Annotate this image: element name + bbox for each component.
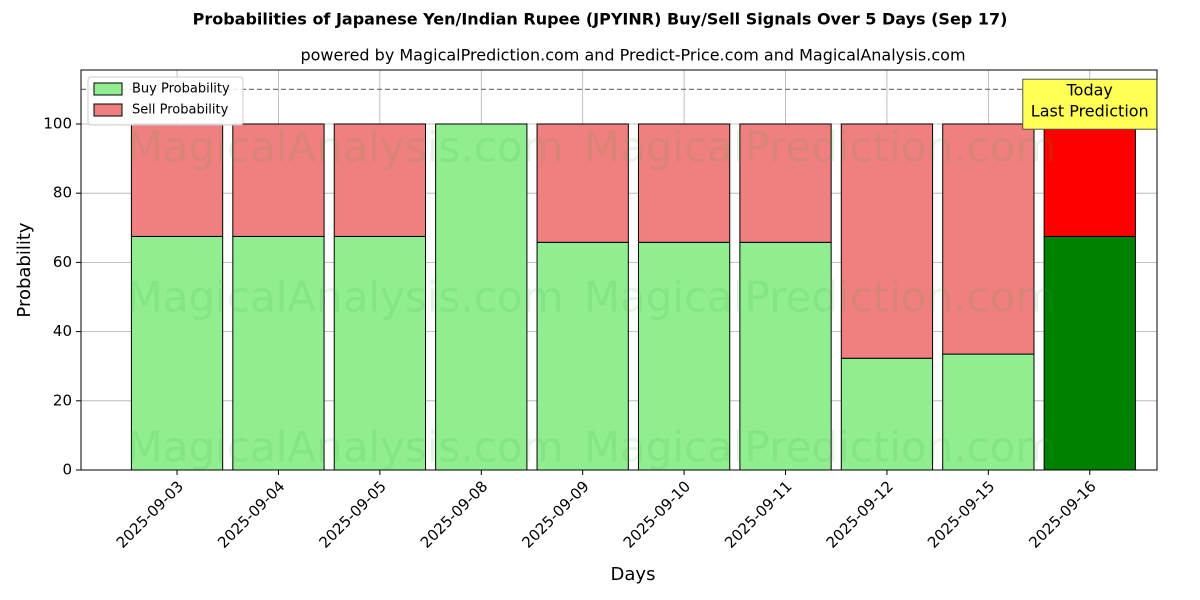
plot-frame [80, 69, 1158, 471]
x-tick-label: 2025-09-16 [1025, 477, 1099, 551]
bar-segment [942, 123, 1035, 355]
bar-segment [232, 123, 325, 237]
watermark: MagicalAnalysis.com [127, 123, 564, 172]
legend-box [87, 76, 244, 126]
annotation-box [1022, 78, 1158, 130]
y-tick-label: 100 [43, 114, 72, 132]
bar-segment [840, 123, 934, 359]
x-tick-label: 2025-09-12 [823, 477, 897, 551]
watermark: MagicalPrediction.com [584, 123, 1057, 172]
watermark: MagicalAnalysis.com [127, 273, 564, 322]
bar-segment [1043, 235, 1136, 471]
y-tick-label: 80 [53, 184, 72, 202]
bar-segment [536, 123, 629, 243]
bar-segment [232, 235, 325, 471]
y-tick-label: 0 [62, 461, 72, 479]
x-tick-label: 2025-09-11 [721, 477, 795, 551]
bar-segment [1043, 123, 1136, 237]
legend-swatch [93, 103, 123, 117]
bar-segment [333, 123, 427, 237]
x-tick-label: 2025-09-10 [620, 477, 694, 551]
watermark: MagicalPrediction.com [584, 423, 1057, 472]
y-tick-label: 40 [53, 322, 72, 340]
x-tick-label: 2025-09-15 [924, 477, 998, 551]
bar-segment [840, 357, 934, 471]
bar-segment [333, 235, 427, 471]
bar-segment [435, 123, 528, 471]
y-tick-label: 20 [53, 391, 72, 409]
legend: Buy Probability Sell Probability [87, 76, 244, 126]
chart-title: Probabilities of Japanese Yen/Indian Rup… [193, 10, 1008, 29]
x-tick-label: 2025-09-04 [214, 477, 288, 551]
watermark: MagicalPrediction.com [584, 273, 1057, 322]
bar-segment [942, 353, 1035, 471]
x-tick-label: 2025-09-09 [518, 477, 592, 551]
bar-segment [130, 123, 224, 237]
bar-segment [739, 241, 832, 471]
annotation-text: Last Prediction [1031, 102, 1149, 121]
bar-segment [637, 123, 731, 243]
watermark: MagicalAnalysis.com [127, 423, 564, 472]
bar-segment [739, 123, 832, 243]
legend-swatch [93, 82, 123, 96]
x-tick-label: 2025-09-08 [417, 477, 491, 551]
chart-subtitle: powered by MagicalPrediction.com and Pre… [300, 46, 965, 65]
legend-label: Sell Probability [132, 103, 229, 118]
legend-label: Buy Probability [132, 82, 230, 97]
x-tick-label: 2025-09-03 [113, 477, 187, 551]
y-tick-label: 60 [53, 253, 72, 271]
x-axis-label: Days [611, 564, 656, 585]
annotation-text: Today [1066, 81, 1113, 100]
x-tick-label: 2025-09-05 [315, 477, 389, 551]
y-axis-label: Probability [14, 222, 35, 317]
